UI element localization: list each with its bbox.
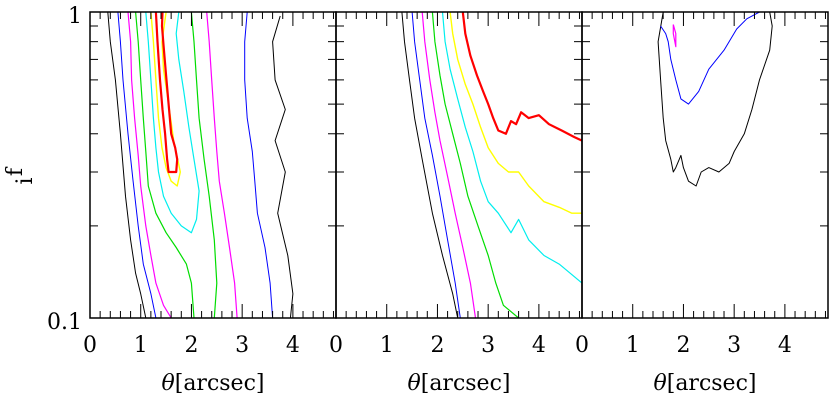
- panel-1-contour-9: [244, 11, 274, 319]
- panel-1-contour-2: [127, 11, 172, 319]
- y-axis-label: f i: [3, 166, 38, 184]
- panel-1-contour-1: [117, 11, 157, 319]
- panel-1-x-axis-label-symbol: θ: [161, 371, 174, 396]
- panel-1-contour-3: [135, 11, 195, 319]
- panel-3: 0 1 2 3 4 θ[arcsec]: [575, 11, 829, 396]
- panel-2-x-axis-label-symbol: θ: [407, 371, 420, 396]
- panel-2-xtick-label: 4: [532, 333, 546, 358]
- panel-3-xtick-label: 2: [676, 333, 690, 358]
- panel-2-x-axis-label: θ[arcsec]: [407, 371, 510, 396]
- panel-3-x-axis-label-unit: [arcsec]: [667, 371, 757, 396]
- y-tick-label-bottom: 0.1: [47, 310, 82, 335]
- panel-1-contour-10: [272, 15, 294, 319]
- panel-2-xtick-label: 0: [329, 333, 343, 358]
- panel-1-x-axis-label: θ[arcsec]: [161, 371, 264, 396]
- panel-1: 0 1 2 3 4 θ[arcsec]: [83, 11, 337, 396]
- panel-3-x-axis-label-symbol: θ: [653, 371, 666, 396]
- panel-3-contour-1: [660, 11, 760, 105]
- panel-1-contour-0: [107, 11, 147, 319]
- panel-2-contour-3: [431, 11, 519, 319]
- panel-2-contour-1: [411, 11, 461, 319]
- panel-3-contour-2: [672, 24, 677, 48]
- panel-3-xtick-label: 1: [626, 333, 640, 358]
- panel-1-xtick-label: 2: [184, 333, 198, 358]
- panel-3-contour-0: [657, 11, 773, 187]
- panel-1-contour-6: [154, 11, 179, 174]
- panel-2-xtick-label: 1: [380, 333, 394, 358]
- panel-1-xtick-label: 0: [83, 333, 97, 358]
- panels: 0 1 2 3 4θ[arcsec]0 1 2 3 4θ[arcsec]0 1 2 3 4θ[arcse…: [83, 11, 829, 396]
- panel-3-frame: [581, 11, 829, 319]
- panel-1-contour-8: [190, 11, 218, 319]
- panel-1-xtick-label: 3: [235, 333, 249, 358]
- panel-2-contour-0: [401, 11, 459, 319]
- panel-3-xtick-label: 3: [727, 333, 741, 358]
- panel-1-contour-5: [150, 11, 181, 187]
- panel-2-xtick-label: 2: [430, 333, 444, 358]
- y-tick-label-top: 1: [68, 4, 82, 29]
- panel-1-frame: [89, 11, 337, 319]
- panel-1-x-axis-label-unit: [arcsec]: [175, 371, 265, 396]
- panel-1-xtick-label: 1: [134, 333, 148, 358]
- panel-2-x-axis-label-unit: [arcsec]: [421, 371, 511, 396]
- panel-2-frame: [335, 11, 583, 319]
- panel-3-xtick-label: 0: [575, 333, 589, 358]
- panel-3-xtick-label: 4: [778, 333, 792, 358]
- panel-2-contour-2: [421, 11, 477, 319]
- panel-2-contour-5: [449, 11, 582, 214]
- panel-2-xtick-label: 3: [481, 333, 495, 358]
- panel-3-x-axis-label: θ[arcsec]: [653, 371, 756, 396]
- y-axis-label-sub: i: [13, 177, 38, 184]
- panel-1-xtick-label: 4: [286, 333, 300, 358]
- panel-2-contour-6: [461, 11, 583, 142]
- panel-2-contour-4: [441, 11, 583, 284]
- panel-2: 0 1 2 3 4 θ[arcsec]: [329, 11, 583, 396]
- panel-1-contour-4: [145, 11, 200, 234]
- panel-1-contour-7: [206, 11, 238, 319]
- y-axis-label-main: f: [3, 166, 28, 176]
